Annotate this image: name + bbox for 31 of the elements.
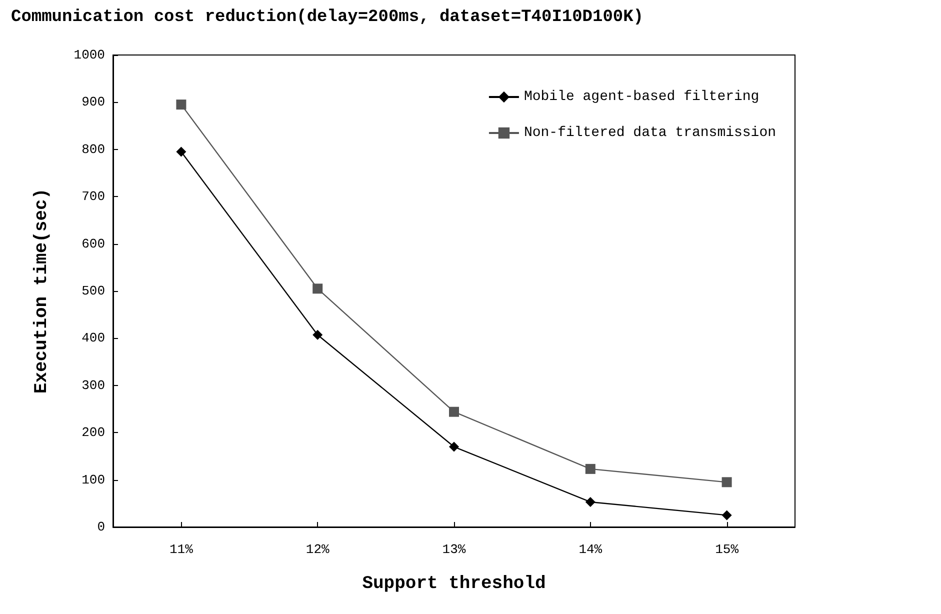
legend-label: Mobile agent-based filtering [524,89,760,105]
y-tick-label: 500 [82,284,105,298]
x-tick-label: 15% [715,542,739,557]
chart-title: Communication cost reduction(delay=200ms, dataset=T40I10D100K) [11,8,644,27]
y-tick-label: 1000 [74,48,105,62]
y-tick-label: 300 [82,378,105,393]
x-tick-label: 14% [578,542,602,557]
x-tick-label: 11% [169,542,194,557]
point [585,496,596,507]
y-axis-title: Execution time(sec) [32,188,52,394]
x-tick-label: 13% [442,542,466,557]
legend-label: Non-filtered data transmission [524,125,776,141]
point [176,100,186,110]
y-tick-label: 400 [82,330,105,346]
point [585,464,596,474]
x-axis-title: Support threshold [362,574,546,594]
point [312,330,323,340]
point [722,510,732,520]
y-tick-label: 800 [82,142,105,157]
y-tick-label: 200 [82,425,105,440]
y-tick-label: 600 [82,236,105,252]
y-tick-label: 0 [97,520,105,534]
point [176,146,186,157]
x-tick-label: 12% [306,542,330,557]
point [312,284,323,294]
point [722,477,732,488]
point [449,406,459,417]
y-tick-label: 100 [82,472,105,488]
y-tick-label: 900 [82,94,105,110]
y-tick-label: 700 [82,189,105,204]
point [449,442,459,452]
